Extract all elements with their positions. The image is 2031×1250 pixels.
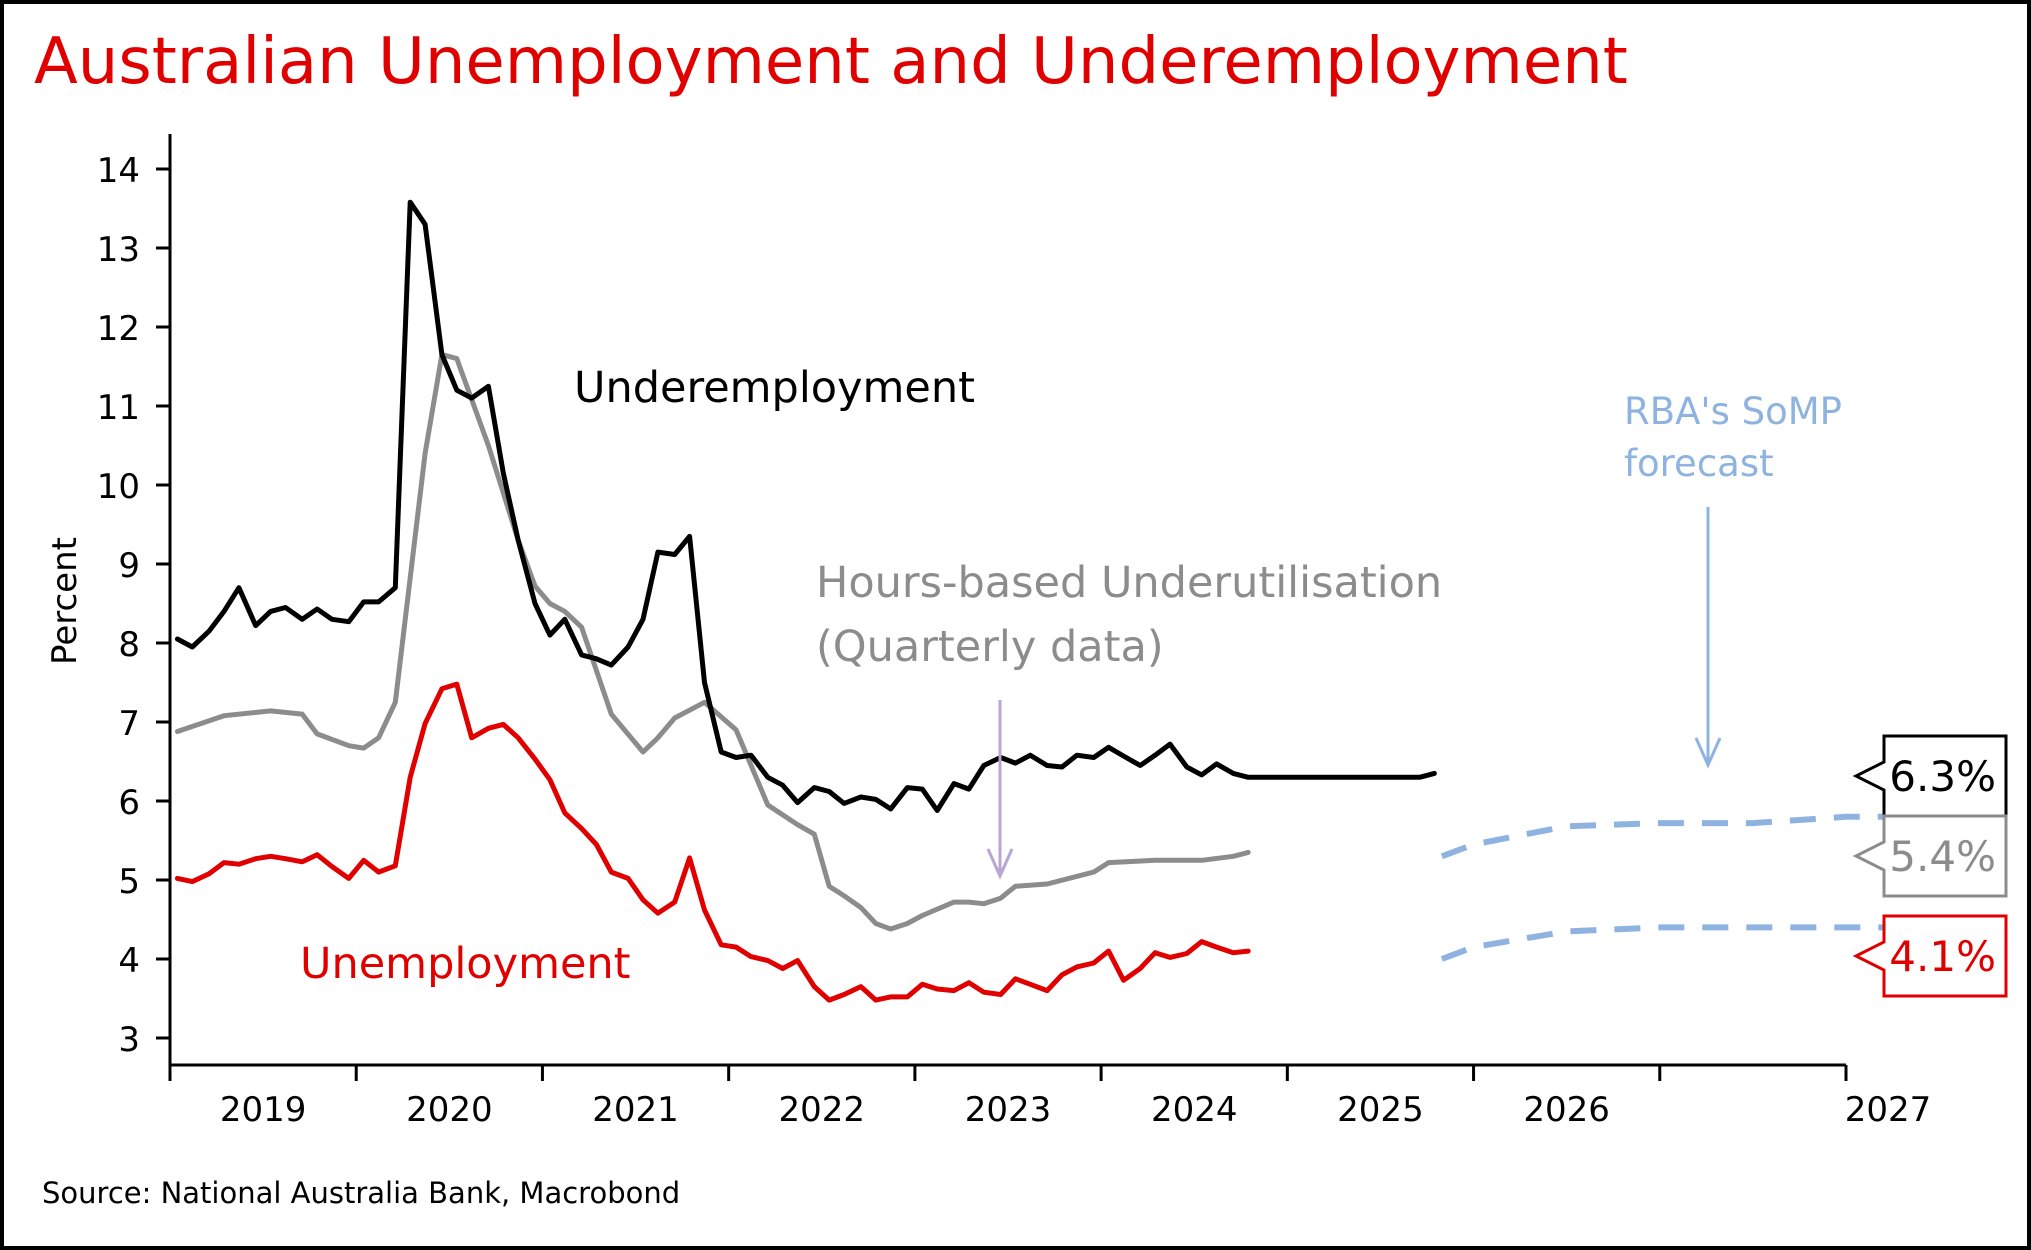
y-tick-label: 6	[118, 783, 140, 823]
end-label-text: 6.3%	[1889, 752, 1996, 801]
y-tick-label: 8	[118, 625, 140, 665]
chart-series	[174, 199, 1893, 1003]
end-labels: 6.3% 5.4% 4.1%	[1852, 734, 2008, 998]
series-line-underutilisation	[174, 352, 1251, 932]
end-label-box	[1852, 814, 2008, 898]
source-note: Source: National Australia Bank, Macrobo…	[42, 1176, 681, 1210]
series-line-underemployment	[174, 199, 1437, 813]
end-label-box	[1852, 734, 2008, 818]
annotation-underutilisation-line2: (Quarterly data)	[816, 622, 1164, 672]
x-tick-label: 2020	[406, 1090, 493, 1130]
chart-canvas: 3 4 5 6 7 8 9 10 11 12 13 14 2019 2020 2021 2022 2023 202…	[45, 134, 2008, 1130]
y-tick-label: 13	[97, 230, 140, 270]
x-tick-label: 2021	[592, 1090, 679, 1130]
y-tick-label: 7	[118, 704, 140, 744]
forecast-line-1	[1440, 813, 1893, 860]
end-label-text: 4.1%	[1889, 932, 1996, 981]
y-tick-label: 14	[97, 151, 140, 191]
end-label-text: 5.4%	[1889, 832, 1996, 881]
x-tick-label: 2023	[965, 1090, 1052, 1130]
x-tick-label: 2024	[1151, 1090, 1238, 1130]
chart-axes: 3 4 5 6 7 8 9 10 11 12 13 14 2019 2020 2021 2022 2023 202…	[45, 134, 1931, 1130]
x-tick-label: 2026	[1523, 1090, 1610, 1130]
y-axis-title: Percent	[45, 537, 85, 665]
end-label-box	[1852, 914, 2008, 998]
annotation-unemployment: Unemployment	[300, 939, 631, 989]
x-tick-label: 2025	[1337, 1090, 1424, 1130]
series-line-unemployment	[174, 681, 1251, 1003]
annotation-forecast-line2: forecast	[1624, 442, 1774, 485]
y-tick-label: 4	[118, 941, 140, 981]
arrow-forecast	[1694, 507, 1722, 769]
y-tick-label: 9	[118, 546, 140, 586]
annotation-underutilisation-line1: Hours-based Underutilisation	[816, 558, 1442, 608]
y-tick-label: 3	[118, 1020, 140, 1060]
y-tick-label: 11	[97, 388, 140, 428]
y-tick-label: 5	[118, 862, 140, 902]
annotation-forecast-line1: RBA's SoMP	[1624, 390, 1842, 433]
x-tick-label: 2027	[1845, 1090, 1932, 1130]
forecast-line-2	[1440, 924, 1893, 962]
x-tick-label: 2019	[220, 1090, 307, 1130]
chart-title: Australian Unemployment and Underemploym…	[34, 25, 1628, 99]
arrow-underutilisation	[986, 700, 1014, 880]
y-tick-label: 12	[97, 309, 140, 349]
x-tick-label: 2022	[779, 1090, 866, 1130]
annotation-underemployment: Underemployment	[574, 363, 975, 413]
y-tick-label: 10	[97, 467, 140, 507]
